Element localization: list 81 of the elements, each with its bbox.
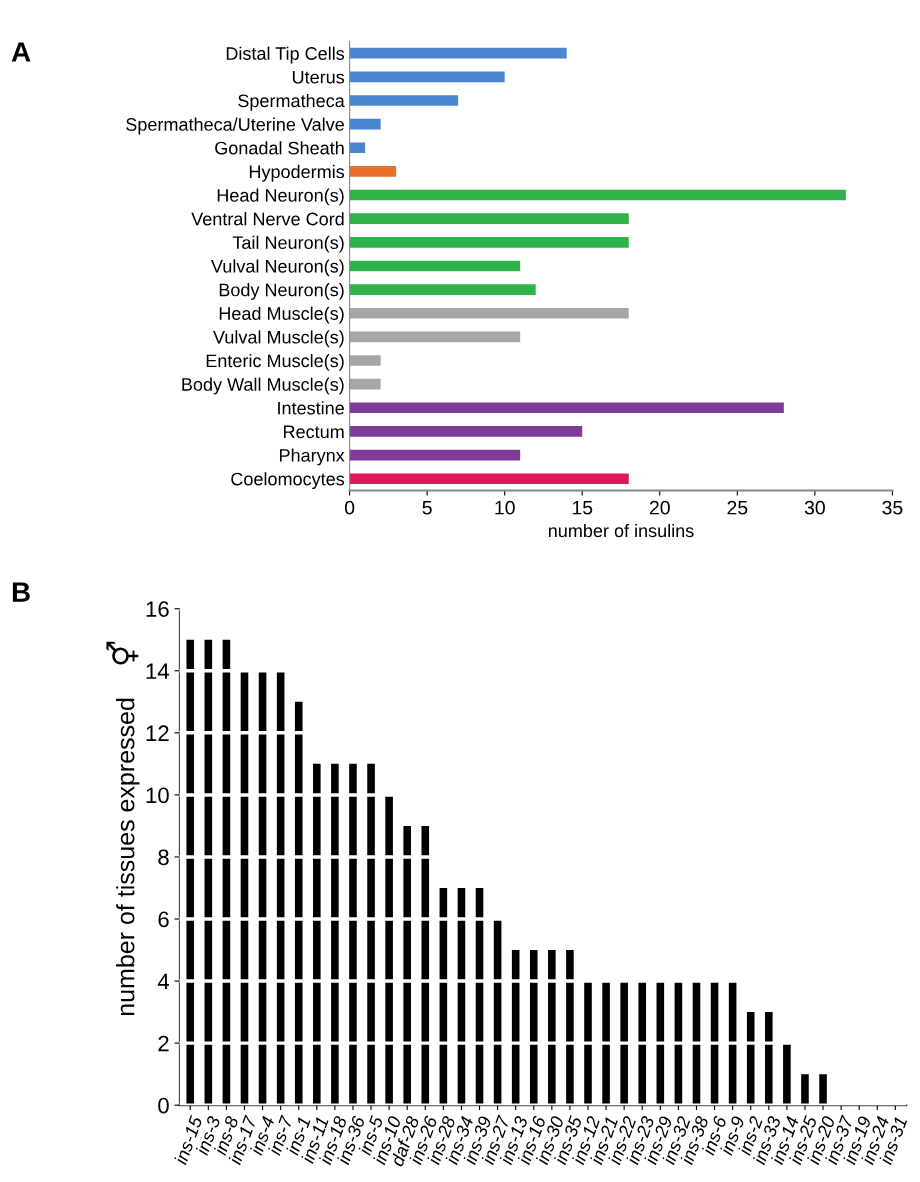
y-tick-label: 0 bbox=[158, 1097, 169, 1114]
y-tick-label: 8 bbox=[158, 849, 169, 866]
y-tick-label: 4 bbox=[157, 973, 170, 990]
bar bbox=[529, 950, 538, 1106]
bar bbox=[403, 825, 411, 1106]
bar bbox=[349, 331, 521, 343]
y-tick-label: Hypodermis bbox=[249, 164, 345, 182]
x-tick-label: 5 bbox=[422, 500, 432, 515]
x-tick-label: 35 bbox=[882, 500, 903, 515]
bar bbox=[349, 236, 629, 248]
y-tick-label: Tail Neuron(s) bbox=[232, 235, 344, 253]
bar bbox=[367, 763, 375, 1106]
y-tick-label: Coelomocytes bbox=[231, 472, 345, 489]
y-tick-label: 6 bbox=[158, 911, 169, 928]
bar bbox=[186, 639, 195, 1106]
x-tick-label: 20 bbox=[649, 500, 670, 515]
bar bbox=[349, 763, 357, 1106]
bar bbox=[331, 763, 339, 1106]
y-tick-label: Spermatheca bbox=[238, 93, 345, 111]
bar bbox=[349, 47, 567, 59]
bar bbox=[349, 213, 629, 224]
bar bbox=[349, 260, 521, 272]
bar bbox=[349, 284, 536, 295]
bar bbox=[746, 1012, 755, 1106]
bar bbox=[349, 449, 521, 461]
y-tick-label: Distal Tip Cells bbox=[226, 46, 345, 64]
bar bbox=[349, 307, 629, 319]
x-tick-label: 15 bbox=[572, 500, 593, 515]
text: A bbox=[11, 42, 31, 62]
bar bbox=[313, 763, 321, 1106]
y-tick-label: Head Muscle(s) bbox=[219, 306, 344, 324]
x-axis-title: number of insulins bbox=[548, 523, 694, 538]
bar bbox=[783, 1043, 791, 1106]
y-tick-label: Body Neuron(s) bbox=[219, 283, 344, 300]
y-tick-label: Enteric Muscle(s) bbox=[206, 353, 344, 371]
bar bbox=[349, 166, 397, 177]
bar bbox=[349, 189, 846, 201]
x-tick-label: 0 bbox=[344, 500, 355, 515]
y-tick-label: 16 bbox=[146, 601, 169, 617]
bar bbox=[349, 71, 505, 83]
bar bbox=[421, 825, 430, 1106]
y-tick-label: Pharynx bbox=[279, 448, 345, 466]
bar bbox=[385, 794, 393, 1106]
bar bbox=[349, 426, 583, 437]
x-tick-label: 25 bbox=[727, 500, 748, 515]
bar bbox=[584, 981, 592, 1106]
bar bbox=[349, 118, 381, 130]
y-tick-label: Head Neuron(s) bbox=[217, 188, 344, 206]
y-tick-label: Gonadal Sheath bbox=[215, 141, 344, 155]
y-tick-label: Vulval Muscle(s) bbox=[213, 330, 344, 348]
bar bbox=[349, 402, 784, 414]
y-tick-label: Vulval Neuron(s) bbox=[211, 259, 344, 277]
y-tick-label: Ventral Nerve Cord bbox=[191, 212, 344, 226]
x-tick-label: 30 bbox=[804, 500, 825, 515]
y-tick-label: Body Wall Muscle(s) bbox=[182, 377, 344, 395]
y-tick-label: Spermatheca/Uterine Valve bbox=[126, 117, 344, 135]
bar bbox=[349, 142, 366, 154]
bar bbox=[819, 1074, 827, 1106]
bar bbox=[349, 378, 381, 390]
bar bbox=[638, 981, 647, 1106]
y-tick-label: 10 bbox=[146, 787, 169, 804]
y-tick-label: 14 bbox=[146, 663, 170, 679]
y-tick-label: Intestine bbox=[278, 401, 344, 415]
y-tick-label: Rectum bbox=[284, 425, 344, 439]
bar bbox=[801, 1074, 809, 1106]
bar bbox=[548, 950, 556, 1106]
bar bbox=[566, 950, 574, 1106]
y-tick-label: 12 bbox=[146, 725, 169, 741]
y-tick-label: 2 bbox=[158, 1035, 169, 1052]
bar bbox=[765, 1012, 773, 1106]
x-tick-label: 10 bbox=[495, 500, 515, 515]
bar bbox=[602, 981, 610, 1106]
bar bbox=[294, 701, 303, 1106]
chart-title: B bbox=[12, 582, 30, 602]
bar bbox=[349, 355, 381, 366]
y-axis-title: number of tissues expressed bbox=[116, 698, 140, 1016]
bar bbox=[349, 473, 629, 485]
text: ⚥ bbox=[106, 641, 139, 665]
bar bbox=[349, 95, 459, 106]
y-tick-label: Uterus bbox=[292, 70, 345, 84]
bar bbox=[620, 981, 628, 1106]
